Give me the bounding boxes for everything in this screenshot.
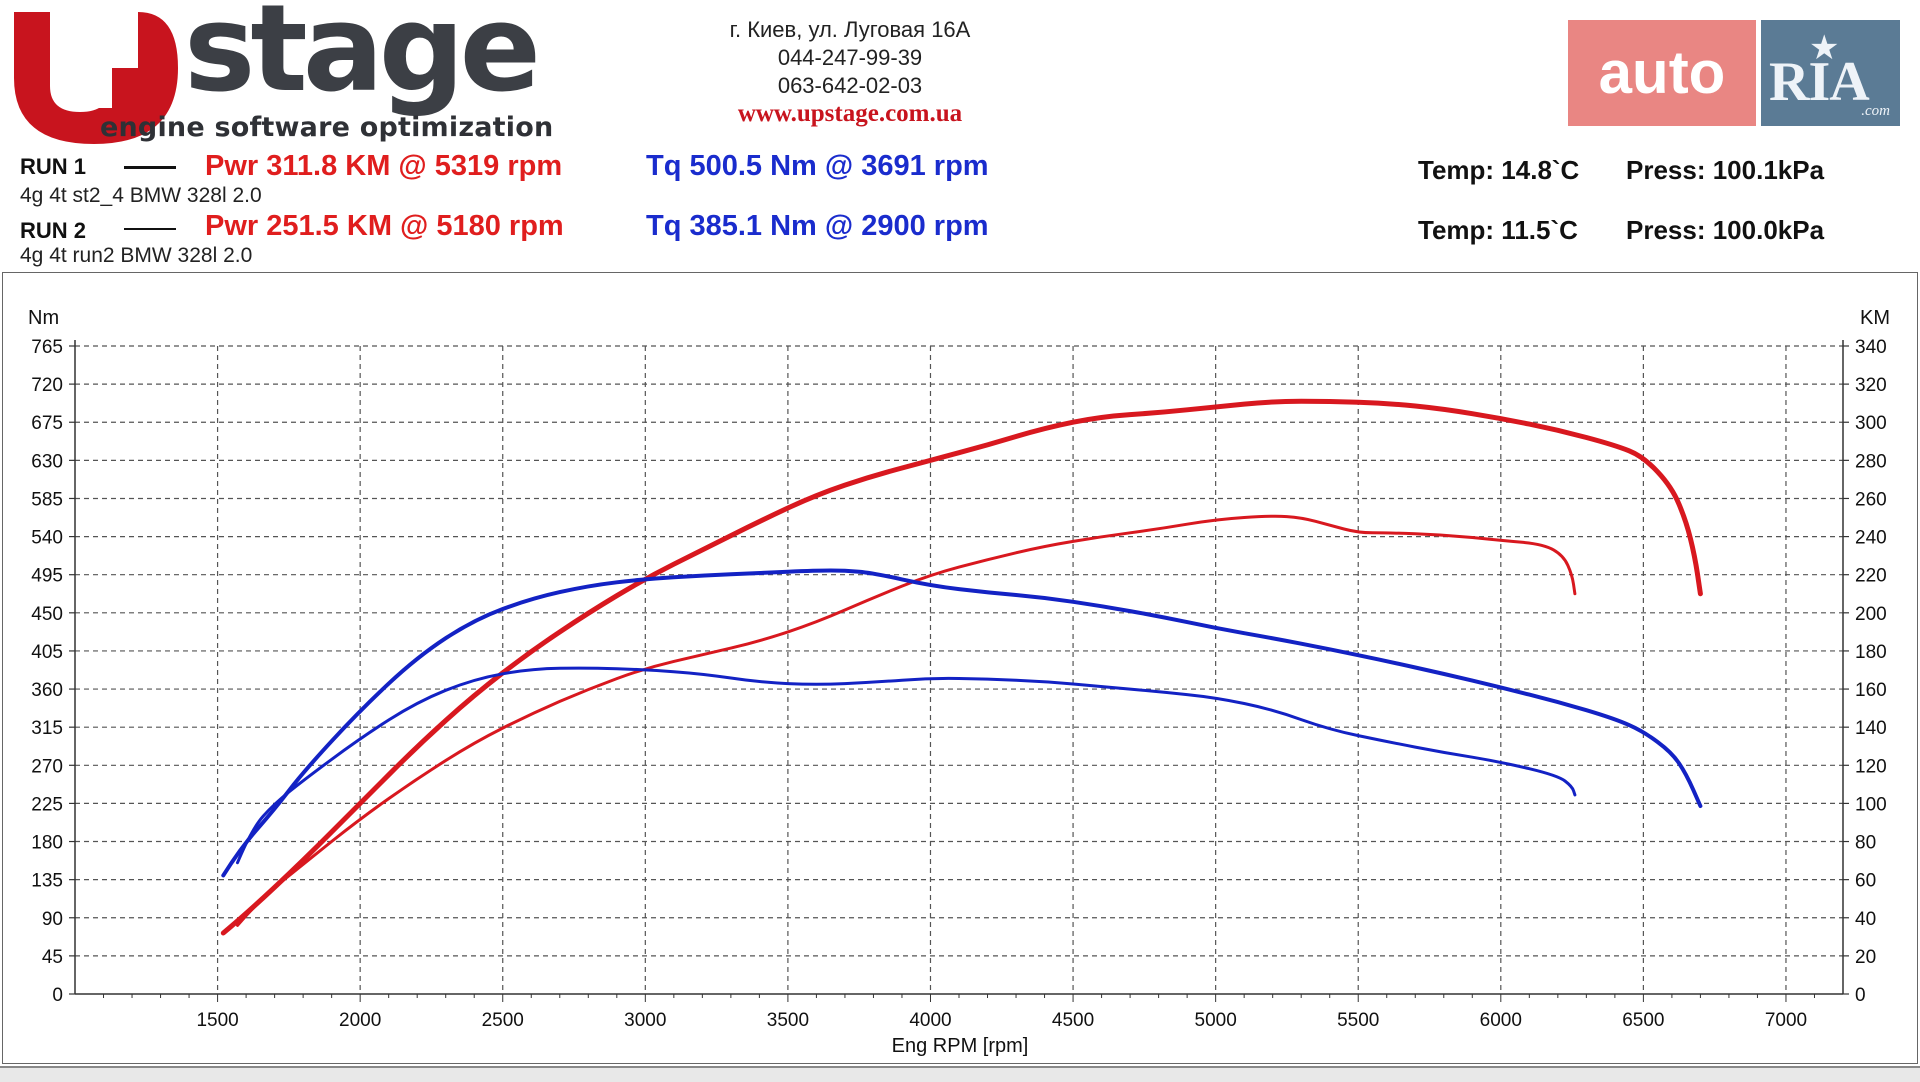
report-header: stage engine software optimization г. Ки…	[0, 0, 1920, 270]
x-tick-label: 5500	[1337, 1010, 1379, 1031]
right-tick-label: 120	[1855, 756, 1887, 777]
x-tick-label: 6000	[1480, 1010, 1522, 1031]
x-tick-label: 7000	[1765, 1010, 1807, 1031]
run2-power: Pwr 251.5 KM @ 5180 rpm	[205, 210, 564, 242]
left-axis-unit: Nm	[28, 307, 59, 329]
contact-block: г. Киев, ул. Луговая 16А 044-247-99-39 0…	[660, 16, 1040, 128]
left-tick-label: 405	[31, 642, 63, 663]
x-tick-label: 5000	[1195, 1010, 1237, 1031]
right-axis-unit: KM	[1860, 307, 1890, 329]
run-1-power-curve	[220, 398, 1703, 936]
autoria-ria-block: ★ RIA .com	[1761, 20, 1900, 126]
autoria-ria-text: RIA	[1769, 51, 1870, 113]
left-tick-label: 180	[31, 833, 63, 854]
left-tick-label: 495	[31, 566, 63, 587]
chart-axes	[74, 340, 1844, 995]
run2-label: RUN 2	[20, 218, 87, 243]
run-2-torque-curve	[236, 666, 1577, 865]
dyno-chart-frame	[2, 272, 1918, 1064]
right-tick-label: 340	[1855, 337, 1887, 358]
left-tick-label: 675	[31, 413, 63, 434]
run1-torque: Tq 500.5 Nm @ 3691 rpm	[646, 150, 989, 182]
left-tick-label: 765	[31, 337, 63, 358]
star-icon: ★	[1809, 29, 1840, 67]
right-tick-label: 300	[1855, 413, 1887, 434]
left-tick-label: 360	[31, 680, 63, 701]
autoria-com-text: .com	[1861, 103, 1890, 119]
run1-power: Pwr 311.8 KM @ 5319 rpm	[205, 150, 563, 182]
left-tick-label: 270	[31, 756, 63, 777]
run1-label: RUN 1	[20, 154, 87, 179]
left-tick-label: 630	[31, 451, 63, 472]
right-tick-label: 160	[1855, 680, 1887, 701]
run2-line-sample	[124, 228, 176, 230]
dyno-chart: 0 0 45 20 90 40 135 60 180 80 225 100 270 120 315 140 36…	[28, 307, 1890, 1057]
autoria-auto-text: auto	[1568, 20, 1756, 126]
run1-press: Press: 100.1kPa	[1626, 155, 1825, 185]
left-tick-label: 315	[31, 718, 63, 739]
right-tick-label: 180	[1855, 642, 1887, 663]
run1-line-sample	[124, 166, 176, 169]
left-tick-label: 585	[31, 489, 63, 510]
right-tick-label: 240	[1855, 528, 1887, 549]
right-tick-label: 200	[1855, 604, 1887, 625]
left-tick-label: 0	[52, 985, 63, 1006]
x-axis-label: Eng RPM [rpm]	[892, 1035, 1029, 1057]
right-tick-label: 260	[1855, 489, 1887, 510]
run1-name: 4g 4t st2_4 BMW 328l 2.0	[20, 184, 262, 207]
x-tick-label: 4500	[1052, 1010, 1094, 1031]
chart-grid	[75, 345, 1843, 994]
left-tick-label: 135	[31, 871, 63, 892]
left-tick-label: 90	[42, 909, 63, 930]
x-tick-label: 2500	[482, 1010, 524, 1031]
left-tick-label: 450	[31, 604, 63, 625]
footer-rule	[0, 1066, 1920, 1082]
address-text: г. Киев, ул. Луговая 16А	[729, 17, 971, 42]
right-tick-label: 0	[1855, 985, 1866, 1006]
right-tick-label: 100	[1855, 794, 1887, 815]
right-tick-label: 220	[1855, 566, 1887, 587]
run-2-power-curve	[236, 514, 1577, 927]
run2-torque: Tq 385.1 Nm @ 2900 rpm	[646, 210, 989, 242]
upstage-logo: stage engine software optimization	[8, 0, 613, 144]
run-1-torque-curve	[221, 568, 1703, 878]
left-tick-label: 720	[31, 375, 63, 396]
left-tick-label: 540	[31, 528, 63, 549]
run2-temp: Temp: 11.5`C	[1418, 215, 1578, 245]
right-tick-label: 80	[1855, 833, 1876, 854]
logo-u-arrow-mark	[14, 12, 178, 144]
right-tick-label: 40	[1855, 909, 1876, 930]
chart-tick-labels: 0 0 45 20 90 40 135 60 180 80 225 100 270 120 315 140 36…	[31, 337, 1886, 1031]
x-tick-label: 3000	[624, 1010, 666, 1031]
x-tick-label: 3500	[767, 1010, 809, 1031]
phone-1: 044-247-99-39	[777, 45, 923, 70]
chart-series	[220, 398, 1703, 936]
run1-temp: Temp: 14.8`C	[1418, 155, 1580, 185]
logo-wordmark: stage	[184, 0, 541, 119]
run2-press: Press: 100.0kPa	[1626, 215, 1825, 245]
x-tick-label: 4000	[909, 1010, 951, 1031]
right-tick-label: 280	[1855, 451, 1887, 472]
x-tick-label: 1500	[196, 1010, 238, 1031]
left-tick-label: 225	[31, 794, 63, 815]
right-tick-label: 60	[1855, 871, 1876, 892]
autoria-badge: auto ★ RIA .com	[1568, 20, 1900, 126]
logo-tagline: engine software optimization	[100, 112, 554, 143]
run2-name: 4g 4t run2 BMW 328l 2.0	[20, 244, 253, 267]
right-tick-label: 320	[1855, 375, 1887, 396]
phone-2: 063-642-02-03	[777, 73, 923, 98]
left-tick-label: 45	[42, 947, 63, 968]
x-tick-label: 6500	[1622, 1010, 1664, 1031]
x-tick-label: 2000	[339, 1010, 381, 1031]
website-link[interactable]: www.upstage.com.ua	[737, 100, 963, 127]
right-tick-label: 140	[1855, 718, 1887, 739]
right-tick-label: 20	[1855, 947, 1876, 968]
